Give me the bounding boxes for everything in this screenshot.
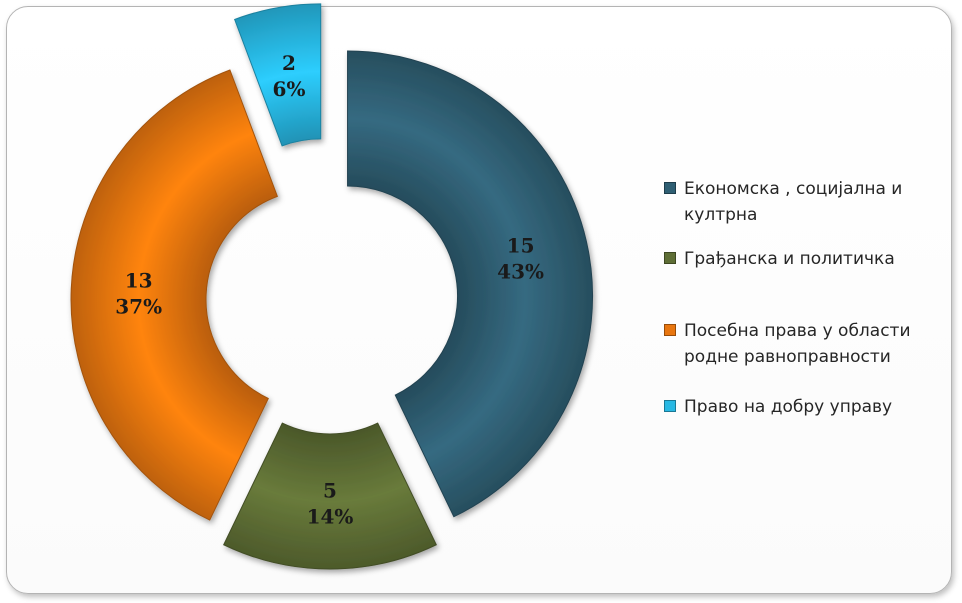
slice-value-gender: 13: [125, 268, 153, 292]
legend-label-civil: Грађанска и политичка: [684, 249, 895, 269]
legend-item-civil: Грађанска и политичка: [664, 246, 954, 272]
legend-item-governance: Право на добру управу: [664, 394, 954, 420]
slice-gender: [70, 69, 279, 521]
legend-swatch-gender: [664, 324, 676, 336]
legend-label-governance: Право на добру управу: [684, 397, 893, 417]
legend-swatch-civil: [664, 252, 676, 264]
legend-label-economic: Економска , социјална и култрна: [684, 179, 903, 225]
legend-item-gender: Посебна права у области родне равноправн…: [664, 318, 954, 370]
legend-item-economic: Економска , социјална и култрна: [664, 176, 954, 228]
legend-swatch-governance: [664, 400, 676, 412]
slice-value-civil: 5: [323, 479, 337, 503]
slice-percent-governance: 6%: [273, 77, 306, 101]
slice-percent-civil: 14%: [307, 505, 354, 529]
slice-civil: [223, 422, 437, 570]
slice-economic: [347, 50, 594, 518]
slice-percent-economic: 43%: [497, 259, 544, 283]
legend-label-gender: Посебна права у области родне равноправн…: [684, 321, 911, 367]
slice-governance: [233, 3, 322, 147]
slice-value-governance: 2: [282, 51, 296, 75]
legend-swatch-economic: [664, 182, 676, 194]
slice-percent-gender: 37%: [115, 294, 162, 318]
slice-value-economic: 15: [507, 233, 535, 257]
